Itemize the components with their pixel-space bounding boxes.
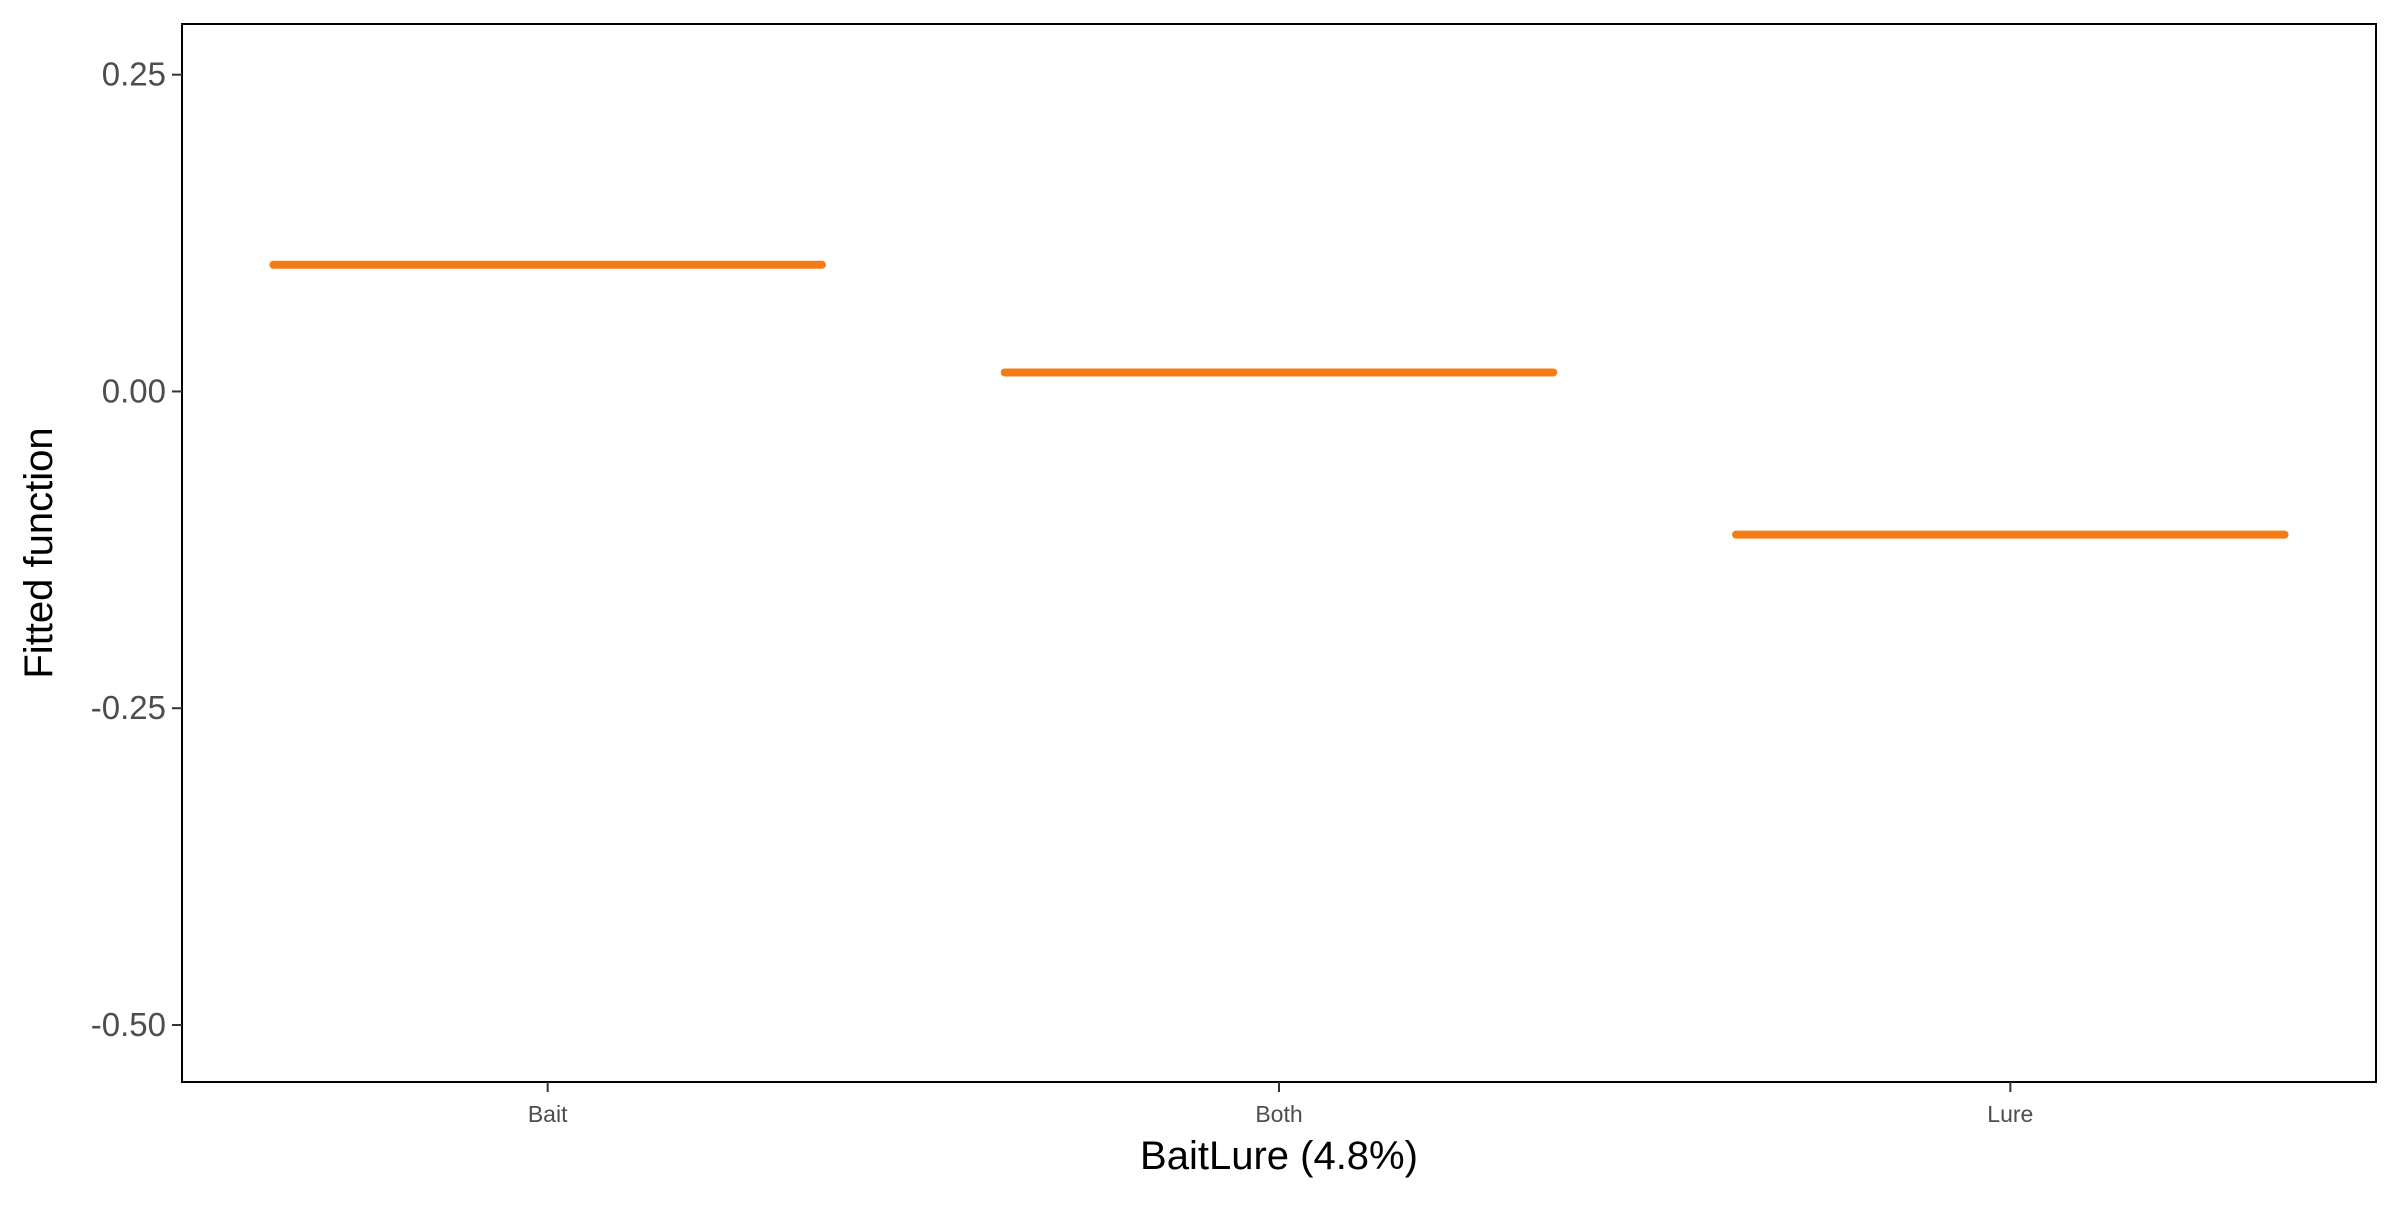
y-tick-label: 0.00 [102,372,166,409]
y-axis-ticks: 0.25 0.00 -0.25 -0.50 [91,56,182,1043]
x-tick-label: Lure [1987,1101,2033,1127]
series-layer [269,260,2289,539]
y-tick-label: 0.25 [102,56,166,93]
x-axis-ticks: Bait Both Lure [528,1082,2033,1127]
y-tick-label: -0.50 [91,1006,166,1043]
x-tick-label: Both [1255,1101,1302,1127]
x-axis-title: BaitLure (4.8%) [1140,1134,1418,1178]
plot-panel-border [181,23,2377,1083]
x-tick-label: Bait [528,1101,568,1127]
y-tick-label: -0.25 [91,689,166,726]
y-axis-title: Fitted function [17,427,61,678]
